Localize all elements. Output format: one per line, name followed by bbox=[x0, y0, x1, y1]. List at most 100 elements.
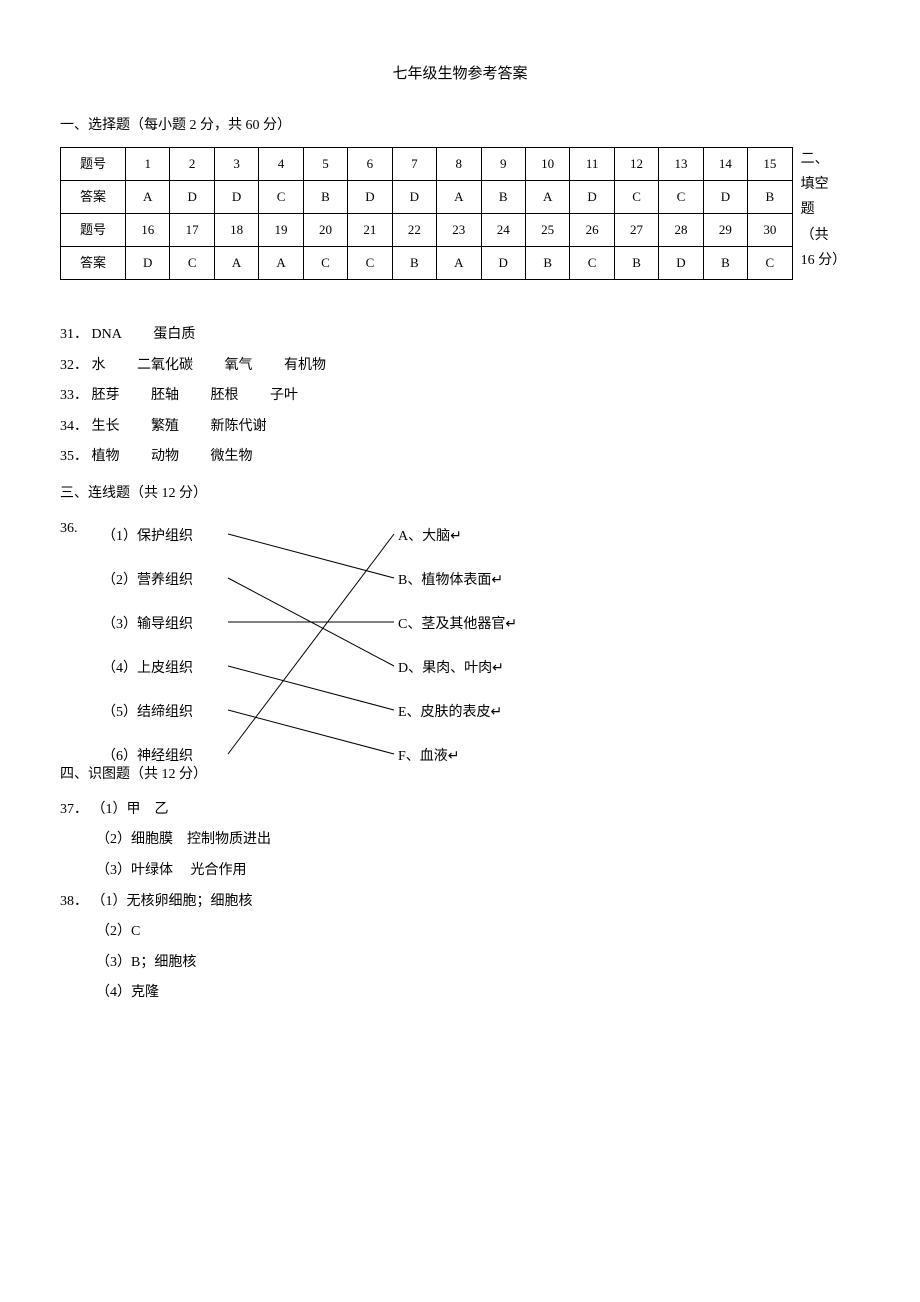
cell: 16 bbox=[126, 214, 170, 247]
cell: B bbox=[703, 247, 747, 280]
q-answer: 新陈代谢 bbox=[211, 419, 267, 434]
cell: 23 bbox=[437, 214, 481, 247]
side-text: 填空 bbox=[801, 172, 860, 197]
cell: C bbox=[659, 181, 703, 214]
cell: 8 bbox=[437, 148, 481, 181]
cell: 10 bbox=[525, 148, 569, 181]
cell: 7 bbox=[392, 148, 436, 181]
cell: 5 bbox=[303, 148, 347, 181]
side-text: 题 bbox=[801, 197, 860, 222]
q35: 35． 植物 动物 微生物 bbox=[60, 444, 860, 471]
match-left-4: （4）上皮组织 bbox=[102, 656, 193, 683]
cell: 19 bbox=[259, 214, 303, 247]
q34: 34． 生长 繁殖 新陈代谢 bbox=[60, 414, 860, 441]
cell: C bbox=[614, 181, 658, 214]
q38-line2: （2）C bbox=[96, 919, 860, 946]
row-label: 题号 bbox=[61, 148, 126, 181]
table-row: 答案 D C A A C C B A D B C B D B C bbox=[61, 247, 793, 280]
section2-heading-side: 二、 填空 题 （共 16 分） bbox=[801, 147, 860, 273]
cell: A bbox=[126, 181, 170, 214]
q-answer: 子叶 bbox=[270, 388, 298, 403]
match-left-5: （5）结缔组织 bbox=[102, 700, 193, 727]
cell: 6 bbox=[348, 148, 392, 181]
cell: D bbox=[348, 181, 392, 214]
row-label: 答案 bbox=[61, 247, 126, 280]
cell: 4 bbox=[259, 148, 303, 181]
match-right-d: D、果肉、叶肉↵ bbox=[398, 656, 504, 683]
cell: B bbox=[525, 247, 569, 280]
cell: C bbox=[170, 247, 214, 280]
cell: C bbox=[259, 181, 303, 214]
cell: 25 bbox=[525, 214, 569, 247]
q31: 31． DNA 蛋白质 bbox=[60, 322, 860, 349]
cell: C bbox=[303, 247, 347, 280]
q-answer: （1）无核卵细胞；细胞核 bbox=[92, 894, 253, 909]
table-row: 题号 16 17 18 19 20 21 22 23 24 25 26 27 2… bbox=[61, 214, 793, 247]
section1-table-wrap: 题号 1 2 3 4 5 6 7 8 9 10 11 12 13 14 15 答… bbox=[60, 147, 860, 280]
cell: 20 bbox=[303, 214, 347, 247]
page-title: 七年级生物参考答案 bbox=[60, 60, 860, 89]
q-answer: （1）甲 乙 bbox=[92, 802, 169, 817]
cell: D bbox=[703, 181, 747, 214]
cell: 29 bbox=[703, 214, 747, 247]
cell: 3 bbox=[214, 148, 258, 181]
cell: C bbox=[748, 247, 792, 280]
cell: A bbox=[437, 247, 481, 280]
q32: 32． 水 二氧化碳 氧气 有机物 bbox=[60, 353, 860, 380]
match-right-c: C、茎及其他器官↵ bbox=[398, 612, 517, 639]
match-left-6: （6）神经组织 bbox=[102, 744, 193, 771]
match-left-2: （2）营养组织 bbox=[102, 568, 193, 595]
q-answer: 胚轴 bbox=[151, 388, 179, 403]
cell: A bbox=[259, 247, 303, 280]
q-answer: 有机物 bbox=[284, 358, 326, 373]
matching-diagram: （1）保护组织 （2）营养组织 （3）输导组织 （4）上皮组织 （5）结缔组织 … bbox=[68, 518, 860, 788]
cell: A bbox=[525, 181, 569, 214]
table-row: 题号 1 2 3 4 5 6 7 8 9 10 11 12 13 14 15 bbox=[61, 148, 793, 181]
side-text: 16 分） bbox=[801, 248, 860, 273]
q37-line3: （3）叶绿体 光合作用 bbox=[96, 858, 860, 885]
match-left-1: （1）保护组织 bbox=[102, 524, 193, 551]
side-text: 二、 bbox=[801, 147, 860, 172]
cell: 9 bbox=[481, 148, 525, 181]
cell: C bbox=[348, 247, 392, 280]
cell: D bbox=[392, 181, 436, 214]
q-label: 37． bbox=[60, 802, 88, 817]
cell: 1 bbox=[126, 148, 170, 181]
match-right-f: F、血液↵ bbox=[398, 744, 460, 771]
q-answer: 胚芽 bbox=[92, 388, 120, 403]
row-label: 题号 bbox=[61, 214, 126, 247]
cell: B bbox=[392, 247, 436, 280]
cell: 14 bbox=[703, 148, 747, 181]
cell: 27 bbox=[614, 214, 658, 247]
match-right-b: B、植物体表面↵ bbox=[398, 568, 503, 595]
cell: D bbox=[659, 247, 703, 280]
cell: 30 bbox=[748, 214, 792, 247]
cell: D bbox=[170, 181, 214, 214]
q-label: 34． bbox=[60, 419, 88, 434]
table-row: 答案 A D D C B D D A B A D C C D B bbox=[61, 181, 793, 214]
cell: B bbox=[748, 181, 792, 214]
cell: A bbox=[214, 247, 258, 280]
q33: 33． 胚芽 胚轴 胚根 子叶 bbox=[60, 383, 860, 410]
q-label: 33． bbox=[60, 388, 88, 403]
q-label: 35． bbox=[60, 449, 88, 464]
q-answer: DNA bbox=[92, 327, 122, 342]
q-answer: 蛋白质 bbox=[153, 327, 195, 342]
q-answer: 植物 bbox=[92, 449, 120, 464]
row-label: 答案 bbox=[61, 181, 126, 214]
answer-table: 题号 1 2 3 4 5 6 7 8 9 10 11 12 13 14 15 答… bbox=[60, 147, 793, 280]
match-right-e: E、皮肤的表皮↵ bbox=[398, 700, 502, 727]
side-text: （共 bbox=[801, 223, 860, 248]
q37-line1: 37． （1）甲 乙 bbox=[60, 797, 860, 824]
q-label: 38． bbox=[60, 894, 88, 909]
q-label: 32． bbox=[60, 358, 88, 373]
cell: 11 bbox=[570, 148, 614, 181]
cell: 15 bbox=[748, 148, 792, 181]
q-answer: 水 bbox=[92, 358, 106, 373]
cell: 13 bbox=[659, 148, 703, 181]
q-answer: 二氧化碳 bbox=[137, 358, 193, 373]
q37-line2: （2）细胞膜 控制物质进出 bbox=[96, 827, 860, 854]
cell: 26 bbox=[570, 214, 614, 247]
cell: B bbox=[614, 247, 658, 280]
cell: D bbox=[570, 181, 614, 214]
